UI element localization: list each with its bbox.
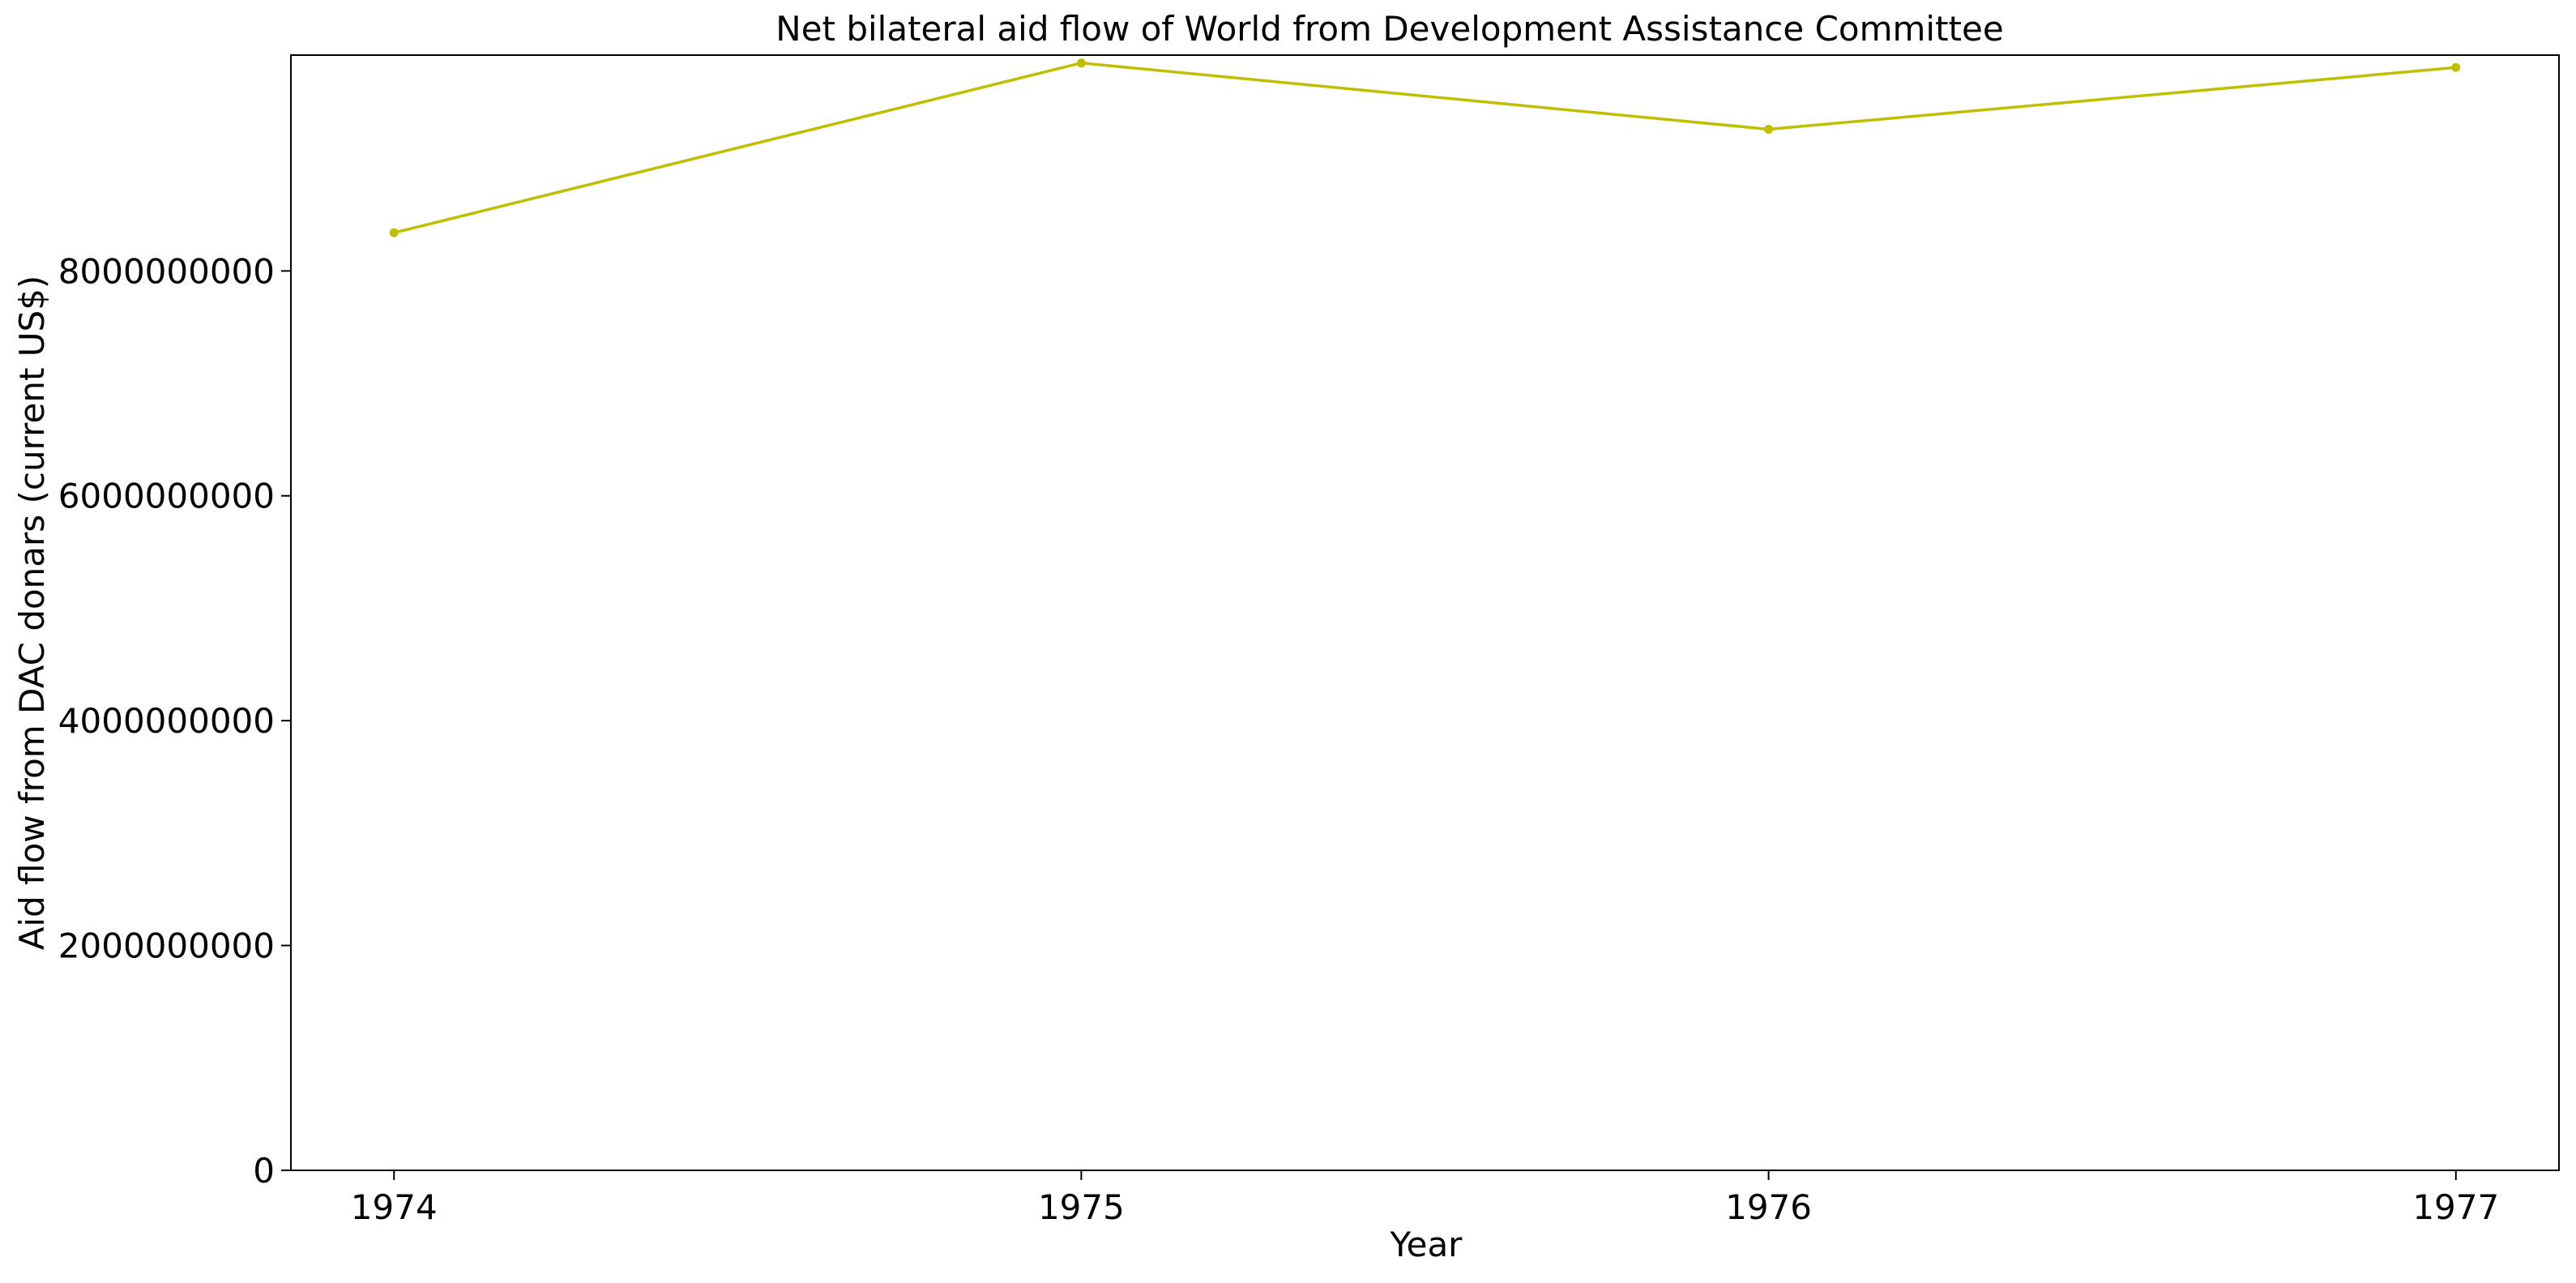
y-axis-label: Aid flow from DAC donars (current US$) (12, 276, 52, 951)
series-line (393, 61, 2456, 234)
y-tick-label: 0 (253, 1151, 275, 1191)
plot-area: 0 2000000000 4000000000 6000000000 800000000… (58, 54, 2560, 1227)
x-tick-label: 1975 (1038, 1187, 1125, 1227)
y-tick-label: 8000000000 (58, 251, 275, 291)
data-point (2451, 62, 2461, 72)
x-tick-label: 1974 (351, 1187, 438, 1227)
plot-frame (290, 54, 2560, 1171)
x-tick-label: 1977 (2412, 1187, 2499, 1227)
y-tick-label: 2000000000 (58, 926, 275, 966)
data-point (1764, 125, 1774, 135)
y-tick-label: 6000000000 (58, 477, 275, 516)
data-point (1076, 58, 1086, 68)
x-axis-label: Year (1390, 1225, 1463, 1264)
data-point (389, 228, 399, 237)
chart-title: Net bilateral aid flow of World from Dev… (775, 9, 2003, 49)
x-tick-label: 1976 (1725, 1187, 1812, 1227)
y-tick-label: 4000000000 (58, 701, 275, 741)
